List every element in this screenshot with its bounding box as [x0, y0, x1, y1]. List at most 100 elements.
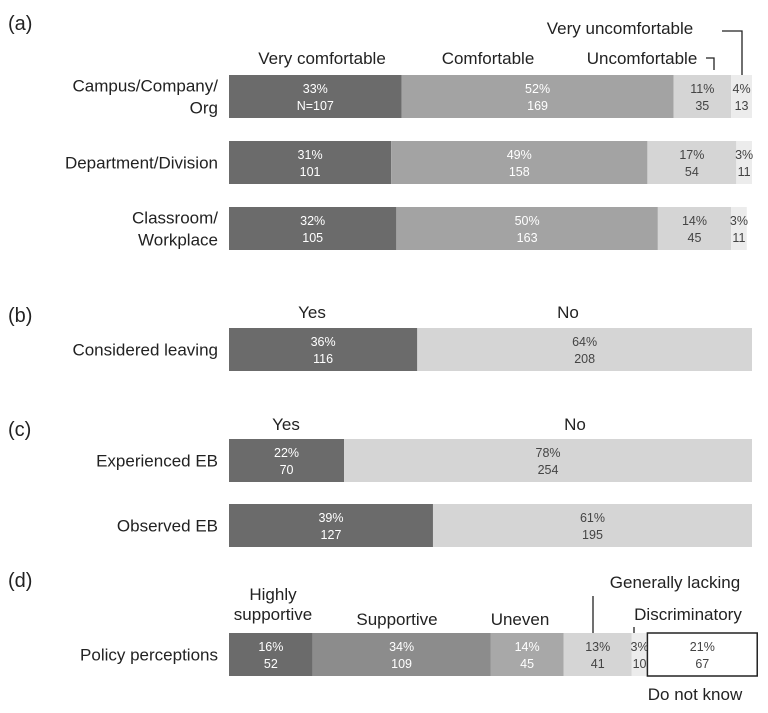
data-label-percent: 49%: [507, 148, 532, 162]
data-label-percent: 13%: [585, 640, 610, 654]
bar-segment-yes: [229, 504, 433, 547]
data-label-percent: 11%: [690, 82, 714, 96]
data-label-percent: 4%: [733, 82, 751, 96]
data-label-percent: 33%: [303, 82, 328, 96]
data-label-count: 52: [264, 657, 278, 671]
series-label-discriminatory: Discriminatory: [634, 605, 742, 624]
data-label-percent: 78%: [536, 446, 561, 460]
data-label-count: 127: [321, 528, 342, 542]
data-label-percent: 17%: [679, 148, 704, 162]
data-label-count: 101: [300, 165, 321, 179]
bar-segment-supportive: [312, 633, 491, 676]
category-label: Campus/Company/Org: [72, 77, 218, 118]
panel-label: (d): [8, 570, 32, 592]
series-label-yes: Yes: [298, 303, 326, 322]
category-label: Classroom/Workplace: [132, 209, 218, 250]
data-label-count: 254: [538, 463, 559, 477]
bar-segment-uncomfortable: [647, 141, 737, 184]
data-label-count: 109: [391, 657, 412, 671]
data-label-count: 13: [735, 99, 749, 113]
category-label: Policy perceptions: [80, 646, 218, 665]
data-label-percent: 39%: [318, 511, 343, 525]
series-label-do-not-know: Do not know: [648, 685, 743, 704]
bar-segment-discriminatory: [631, 633, 648, 676]
data-label-percent: 16%: [258, 640, 283, 654]
data-label-percent: 64%: [572, 335, 597, 349]
data-label-count: 45: [520, 657, 534, 671]
series-label-very-comfortable: Very comfortable: [258, 49, 386, 68]
bar-segment-comfortable: [401, 75, 674, 118]
series-label-yes: Yes: [272, 415, 300, 434]
category-label: Observed EB: [117, 517, 218, 536]
leader-line-uncomfortable: [706, 57, 715, 70]
series-label-no: No: [557, 303, 579, 322]
data-label-percent: 14%: [515, 640, 540, 654]
series-label-uncomfortable: Uncomfortable: [587, 49, 698, 68]
data-label-count: N=107: [297, 99, 334, 113]
data-label-count: 70: [280, 463, 294, 477]
data-label-count: 45: [688, 231, 702, 245]
bar-segment-highly-supportive: [229, 633, 313, 676]
data-label-count: 41: [591, 657, 605, 671]
bar-segment-very-uncomfortable: [731, 75, 752, 118]
data-label-count: 208: [574, 352, 595, 366]
data-label-count: 116: [313, 352, 333, 366]
data-label-percent: 3%: [631, 640, 649, 654]
data-label-count: 35: [695, 99, 709, 113]
bar-segment-yes: [229, 439, 345, 482]
data-label-percent: 61%: [580, 511, 605, 525]
bar-segment-comfortable: [396, 207, 658, 250]
data-label-count: 158: [509, 165, 530, 179]
data-label-percent: 21%: [690, 640, 715, 654]
category-label: Experienced EB: [96, 452, 218, 471]
panel-label: (c): [8, 419, 31, 441]
data-label-percent: 52%: [525, 82, 550, 96]
series-label-comfortable: Comfortable: [442, 49, 535, 68]
leader-line-very-uncomfortable: [722, 30, 743, 75]
bar-segment-uncomfortable: [673, 75, 732, 118]
data-label-count: 169: [527, 99, 548, 113]
series-label-highly-supportive: Highly supportive: [234, 585, 312, 624]
bar-segment-very-uncomfortable: [736, 141, 752, 184]
data-label-percent: 34%: [389, 640, 414, 654]
panel-label: (b): [8, 305, 32, 327]
bar-segment-uneven: [490, 633, 564, 676]
bar-segment-very-uncomfortable: [731, 207, 747, 250]
bar-segment-yes: [229, 328, 418, 371]
data-label-percent: 22%: [274, 446, 299, 460]
bar-segment-very-comfortable: [229, 141, 392, 184]
data-label-percent: 32%: [300, 214, 325, 228]
bar-segment-do-not-know: [646, 632, 758, 677]
bar-segment-no: [344, 439, 752, 482]
data-label-count: 105: [302, 231, 323, 245]
data-label-count: 54: [685, 165, 699, 179]
data-label-count: 10: [633, 657, 647, 671]
series-label-supportive: Supportive: [356, 610, 437, 629]
data-label-percent: 3%: [730, 214, 748, 228]
data-label-percent: 14%: [682, 214, 707, 228]
data-label-percent: 36%: [311, 335, 336, 349]
bar-segment-no: [432, 504, 752, 547]
series-label-generally-lacking: Generally lacking: [610, 573, 740, 592]
bar-segment-generally-lacking: [563, 633, 632, 676]
data-label-count: 11: [738, 165, 751, 179]
data-label-percent: 31%: [298, 148, 323, 162]
bar-segment-uncomfortable: [657, 207, 732, 250]
data-label-count: 11: [732, 231, 745, 245]
data-label-percent: 50%: [515, 214, 540, 228]
series-label-very-uncomfortable: Very uncomfortable: [547, 19, 693, 38]
bar-segment-comfortable: [391, 141, 648, 184]
category-label: Department/Division: [65, 154, 218, 173]
bar-segment-very-comfortable: [229, 207, 397, 250]
series-label-uneven: Uneven: [491, 610, 550, 629]
bar-segment-no: [417, 328, 752, 371]
data-label-count: 195: [582, 528, 603, 542]
data-label-percent: 3%: [735, 148, 753, 162]
series-label-no: No: [564, 415, 586, 434]
data-label-count: 163: [517, 231, 538, 245]
category-label: Considered leaving: [72, 341, 218, 360]
bar-segment-very-comfortable: [229, 75, 402, 118]
data-label-count: 67: [695, 657, 709, 671]
panel-label: (a): [8, 13, 32, 35]
